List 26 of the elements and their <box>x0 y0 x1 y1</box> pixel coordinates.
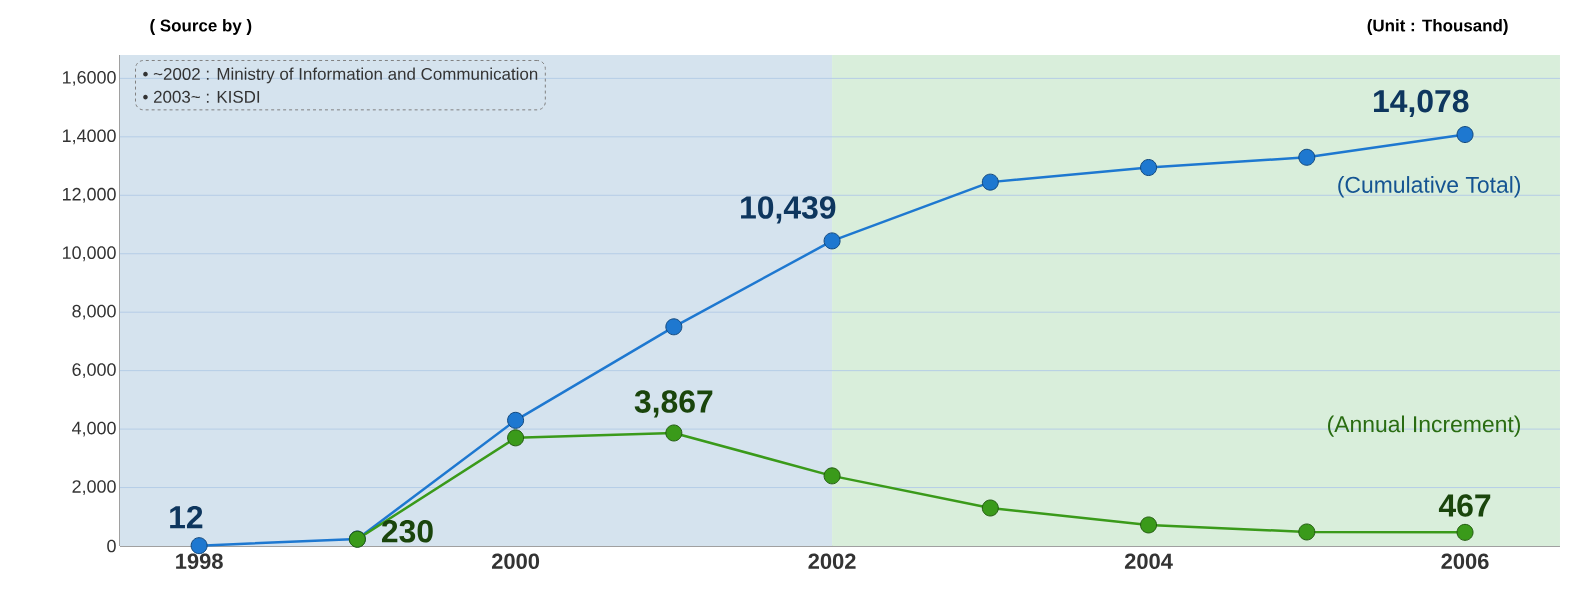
x-tick-label: 2006 <box>1441 553 1489 570</box>
y-tick-label: 10,000 <box>62 246 116 262</box>
annotation: • ~2002 : Ministry of Information and Communication <box>143 67 538 84</box>
data-label: 230 <box>381 519 433 543</box>
series-label: (Cumulative Total) <box>1338 176 1521 198</box>
x-tick-label: 2004 <box>1124 553 1173 570</box>
y-tick-label: 12,000 <box>62 187 116 203</box>
data-label: 467 <box>1438 494 1491 517</box>
data-label: 12 <box>170 505 203 529</box>
y-tick-label: 8,000 <box>72 304 116 320</box>
data-label: 3,867 <box>634 390 713 418</box>
text: (Unit : Thousand) <box>1367 19 1508 35</box>
data-label: 10,439 <box>741 196 836 224</box>
annotation: • 2003~ : KISDI <box>143 90 260 103</box>
data-label: 14,078 <box>1374 89 1469 118</box>
x-tick-label: 2000 <box>491 553 540 570</box>
y-tick-label: 0 <box>107 539 116 553</box>
text: (Annual Increment) <box>1328 415 1520 437</box>
y-tick-label: 2,000 <box>72 480 116 495</box>
y-tick-label: 4,000 <box>72 421 116 437</box>
y-tick-label: 1,6000 <box>62 70 116 86</box>
x-tick-label: 1998 <box>176 553 223 570</box>
x-tick-label: 2002 <box>808 553 856 570</box>
y-tick-label: 1,4000 <box>62 129 116 145</box>
text: ( Source by ) <box>150 19 252 35</box>
y-tick-label: 6,000 <box>72 363 116 379</box>
